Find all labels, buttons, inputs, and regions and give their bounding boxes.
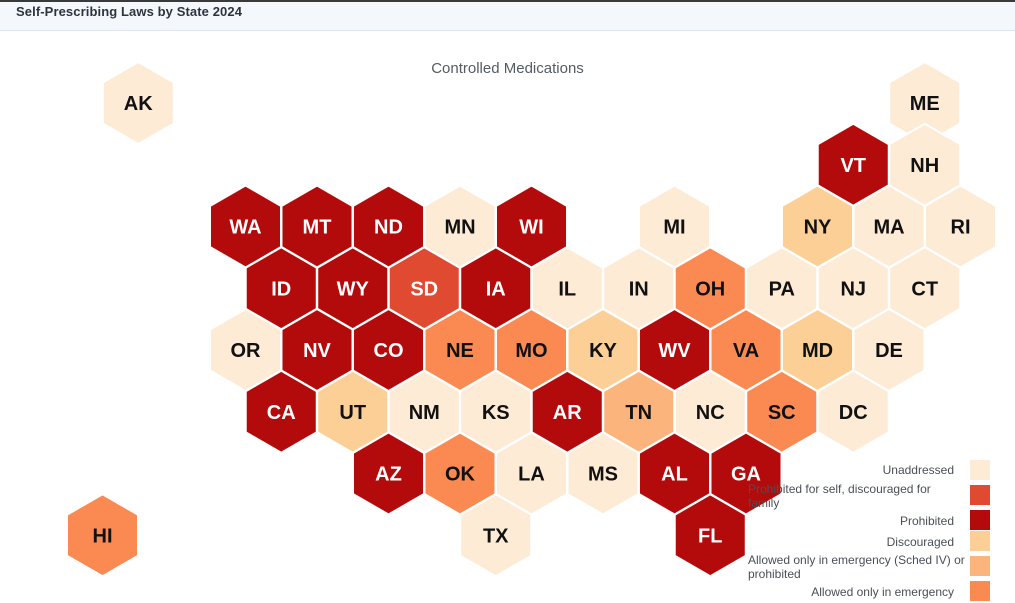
legend-swatch [970, 556, 990, 576]
state-label-oh: OH [695, 278, 725, 300]
legend-swatch [970, 485, 990, 505]
legend-swatch [970, 531, 990, 551]
state-label-nm: NM [409, 402, 440, 424]
state-label-ks: KS [482, 402, 510, 424]
state-label-mo: MO [515, 340, 547, 362]
state-label-de: DE [875, 340, 903, 362]
page-title: Self-Prescribing Laws by State 2024 [16, 4, 243, 19]
legend-label: Allowed only in emergency [811, 585, 954, 599]
state-label-dc: DC [839, 402, 868, 424]
state-label-nh: NH [910, 155, 939, 177]
state-hex-hi[interactable] [65, 493, 140, 578]
state-label-ms: MS [588, 464, 618, 486]
state-label-az: AZ [375, 464, 402, 486]
state-label-fl: FL [698, 525, 722, 547]
legend-label: Discouraged [886, 535, 954, 549]
legend-label: Allowed only in emergency (Sched IV) or … [748, 553, 965, 581]
legend-label: Prohibited for self, discouraged for fam… [748, 482, 931, 510]
state-label-co: CO [374, 340, 404, 362]
legend-swatch [970, 581, 990, 601]
state-label-ar: AR [553, 402, 582, 424]
state-label-sc: SC [768, 402, 796, 424]
state-label-nv: NV [303, 340, 331, 362]
state-label-ok: OK [445, 464, 476, 486]
state-label-ak: AK [124, 93, 153, 115]
state-label-mi: MI [663, 217, 685, 239]
state-label-ct: CT [911, 278, 938, 300]
legend-swatch [970, 510, 990, 530]
state-label-id: ID [271, 278, 291, 300]
state-label-ma: MA [873, 217, 904, 239]
top-border [0, 0, 1015, 2]
state-label-in: IN [629, 278, 649, 300]
state-hex-dc[interactable] [816, 369, 890, 454]
state-hex-tx[interactable] [459, 493, 533, 578]
state-label-sd: SD [410, 278, 438, 300]
state-label-la: LA [518, 464, 545, 486]
state-label-wy: WY [337, 278, 370, 300]
state-label-ky: KY [589, 340, 617, 362]
state-label-nc: NC [696, 402, 725, 424]
state-label-me: ME [910, 93, 940, 115]
legend-label: Prohibited [899, 514, 954, 528]
state-label-nd: ND [374, 217, 403, 239]
state-label-tn: TN [625, 402, 652, 424]
state-label-wa: WA [229, 217, 261, 239]
state-label-hi: HI [93, 525, 113, 547]
state-label-md: MD [802, 340, 833, 362]
state-label-ny: NY [804, 217, 832, 239]
state-label-ga: GA [731, 464, 761, 486]
state-label-ia: IA [486, 278, 506, 300]
map-title: Controlled Medications [431, 60, 584, 77]
state-label-pa: PA [769, 278, 795, 300]
state-label-nj: NJ [840, 278, 866, 300]
legend-label: Unaddressed [882, 463, 954, 477]
state-label-ne: NE [446, 340, 474, 362]
state-label-mt: MT [303, 217, 332, 239]
state-hex-fl[interactable] [673, 493, 747, 578]
state-label-ri: RI [951, 217, 971, 239]
state-label-wi: WI [519, 217, 543, 239]
state-label-tx: TX [483, 525, 509, 547]
state-label-al: AL [661, 464, 688, 486]
legend-swatch [970, 460, 990, 480]
header-bar: Self-Prescribing Laws by State 2024 [0, 2, 1015, 31]
state-label-wv: WV [658, 340, 691, 362]
state-hex-ak[interactable] [101, 60, 175, 146]
state-label-il: IL [558, 278, 576, 300]
state-label-or: OR [231, 340, 262, 362]
state-label-ut: UT [339, 402, 366, 424]
state-label-ca: CA [267, 402, 296, 424]
state-label-vt: VT [840, 155, 866, 177]
state-label-va: VA [733, 340, 759, 362]
state-label-mn: MN [444, 217, 475, 239]
